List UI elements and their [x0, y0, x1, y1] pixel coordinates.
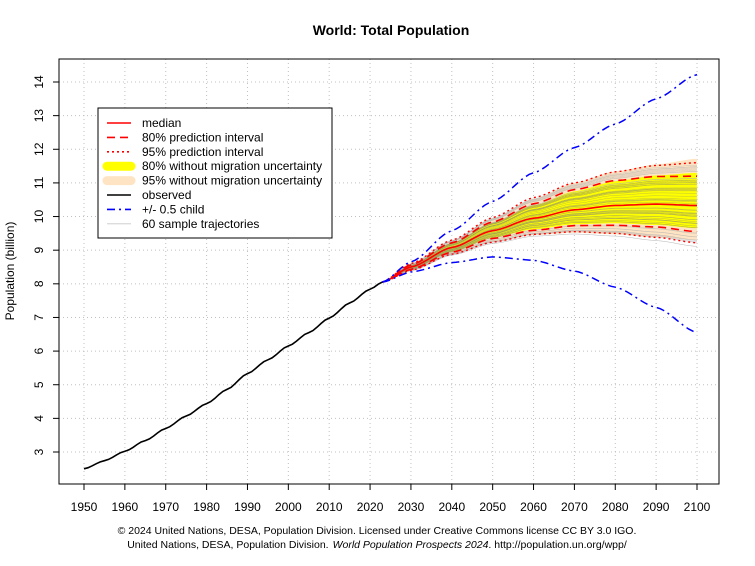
sample-trajectory	[382, 195, 698, 283]
y-tick-label: 6	[32, 347, 46, 354]
x-tick-label: 1970	[152, 500, 179, 514]
x-tick-label: 2010	[316, 500, 343, 514]
sample-trajectory	[382, 178, 698, 283]
series-lines	[83, 73, 698, 470]
legend-label: 80% prediction interval	[142, 130, 263, 144]
footer-citation: United Nations, DESA, Population Divisio…	[127, 539, 627, 551]
footer-citation-prefix: United Nations, DESA, Population Divisio…	[127, 539, 328, 551]
median-line	[382, 203, 697, 283]
pi80-lower-line	[382, 224, 698, 283]
sample-trajectory	[382, 166, 698, 283]
sample-trajectory	[382, 229, 698, 283]
sample-trajectory	[382, 227, 698, 283]
y-tick-label: 13	[32, 109, 46, 123]
y-tick-label: 5	[32, 381, 46, 388]
legend-label: +/- 0.5 child	[142, 202, 204, 216]
x-tick-label: 2100	[684, 500, 711, 514]
x-tick-label: 2000	[275, 500, 302, 514]
y-tick-label: 9	[32, 247, 46, 254]
pi95-upper-line	[382, 162, 698, 283]
pi80-upper-line	[382, 175, 697, 283]
sample-trajectory	[382, 216, 698, 283]
x-tick-label: 1980	[193, 500, 220, 514]
x-tick-label: 2030	[398, 500, 425, 514]
footer-copyright: © 2024 United Nations, DESA, Population …	[118, 525, 637, 537]
x-tick-label: 2050	[479, 500, 506, 514]
plus-half-child-line	[382, 73, 698, 283]
sample-trajectory	[382, 212, 698, 283]
sample-trajectory	[382, 188, 697, 283]
x-tick-label: 1960	[112, 500, 139, 514]
x-tick-label: 1990	[234, 500, 261, 514]
sample-trajectory	[382, 181, 698, 283]
y-tick-label: 3	[32, 448, 46, 455]
y-tick-label: 10	[32, 210, 46, 224]
footer-citation-suffix: . http://population.un.org/wpp/	[488, 539, 626, 551]
sample-trajectory	[382, 210, 698, 283]
legend-label: 60 sample trajectories	[142, 217, 259, 231]
x-tick-label: 2060	[520, 500, 547, 514]
y-axis: 3 4 5 6 7 8 9 10 11 12 13 14	[32, 75, 59, 455]
plot-frame	[58, 58, 720, 485]
y-tick-label: 7	[32, 314, 46, 321]
chart-title: World: Total Population	[313, 22, 470, 38]
y-tick-label: 4	[32, 415, 46, 422]
x-tick-label: 2090	[643, 500, 670, 514]
x-axis: 1950 1960 1970 1980 1990 2000 2010 2020 2030 2040…	[71, 484, 711, 514]
x-tick-label: 2040	[438, 500, 465, 514]
observed-line	[83, 281, 383, 470]
y-tick-label: 11	[32, 176, 46, 189]
x-tick-label: 2080	[602, 500, 629, 514]
y-axis-label: Population (billion)	[3, 222, 17, 321]
x-tick-label: 1950	[71, 500, 98, 514]
sample-trajectory	[382, 208, 698, 283]
legend-label: 95% prediction interval	[142, 145, 263, 159]
legend-label: observed	[142, 188, 191, 202]
grid-lines	[59, 59, 719, 484]
y-tick-label: 8	[32, 280, 46, 287]
footer-citation-title: World Population Prospects 2024	[333, 539, 489, 551]
legend-box	[97, 107, 333, 239]
pi95-lower-line	[382, 230, 698, 283]
legend-label: 80% without migration uncertainty	[142, 159, 322, 173]
x-tick-label: 2020	[357, 500, 384, 514]
legend-label: 95% without migration uncertainty	[142, 174, 322, 188]
y-tick-label: 14	[32, 75, 46, 89]
legend-label: median	[142, 116, 181, 130]
y-tick-label: 12	[32, 142, 46, 156]
x-tick-label: 2070	[561, 500, 588, 514]
minus-half-child-line	[382, 256, 698, 334]
sample-trajectory	[382, 192, 697, 283]
